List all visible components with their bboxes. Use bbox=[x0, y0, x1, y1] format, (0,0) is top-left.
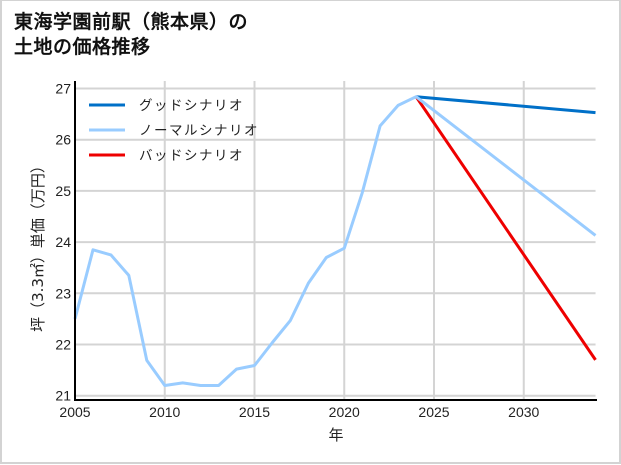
x-axis-label: 年 bbox=[328, 426, 343, 444]
x-tick-label: 2005 bbox=[59, 404, 90, 420]
series-line-1 bbox=[73, 95, 597, 387]
x-tick-label: 2030 bbox=[508, 404, 539, 420]
x-tick-label: 2020 bbox=[329, 404, 360, 420]
y-tick-label: 23 bbox=[55, 285, 71, 301]
y-axis-label: 坪（3.3㎡）単価（万円） bbox=[29, 158, 47, 332]
legend-label: バッドシナリオ bbox=[139, 148, 244, 164]
legend-label: グッドシナリオ bbox=[139, 98, 244, 114]
series-line-2 bbox=[414, 95, 597, 361]
x-tick-label: 2025 bbox=[418, 404, 449, 420]
x-tick-labels: 2005 2010 2015 2020 2025 2030 bbox=[59, 404, 539, 420]
chart-title-line2: 土地の価格推移 bbox=[14, 36, 151, 58]
chart-title-line1: 東海学園前駅（熊本県）の bbox=[14, 11, 249, 33]
y-tick-label: 22 bbox=[55, 337, 71, 353]
y-tick-label: 27 bbox=[55, 81, 71, 97]
series-line-0 bbox=[415, 95, 596, 115]
axes bbox=[74, 81, 597, 401]
series-lines bbox=[73, 95, 597, 387]
y-tick-label: 24 bbox=[55, 234, 71, 250]
y-tick-label: 21 bbox=[55, 388, 71, 404]
x-tick-label: 2015 bbox=[239, 404, 270, 420]
chart-title: 東海学園前駅（熊本県）の 土地の価格推移 bbox=[14, 10, 248, 60]
gridlines bbox=[75, 81, 596, 400]
x-tick-label: 2010 bbox=[149, 404, 180, 420]
y-tick-label: 25 bbox=[55, 183, 71, 199]
y-tick-labels: 21 22 23 24 25 26 27 bbox=[55, 81, 71, 404]
legend-label: ノーマルシナリオ bbox=[139, 123, 259, 139]
y-tick-label: 26 bbox=[55, 132, 71, 148]
